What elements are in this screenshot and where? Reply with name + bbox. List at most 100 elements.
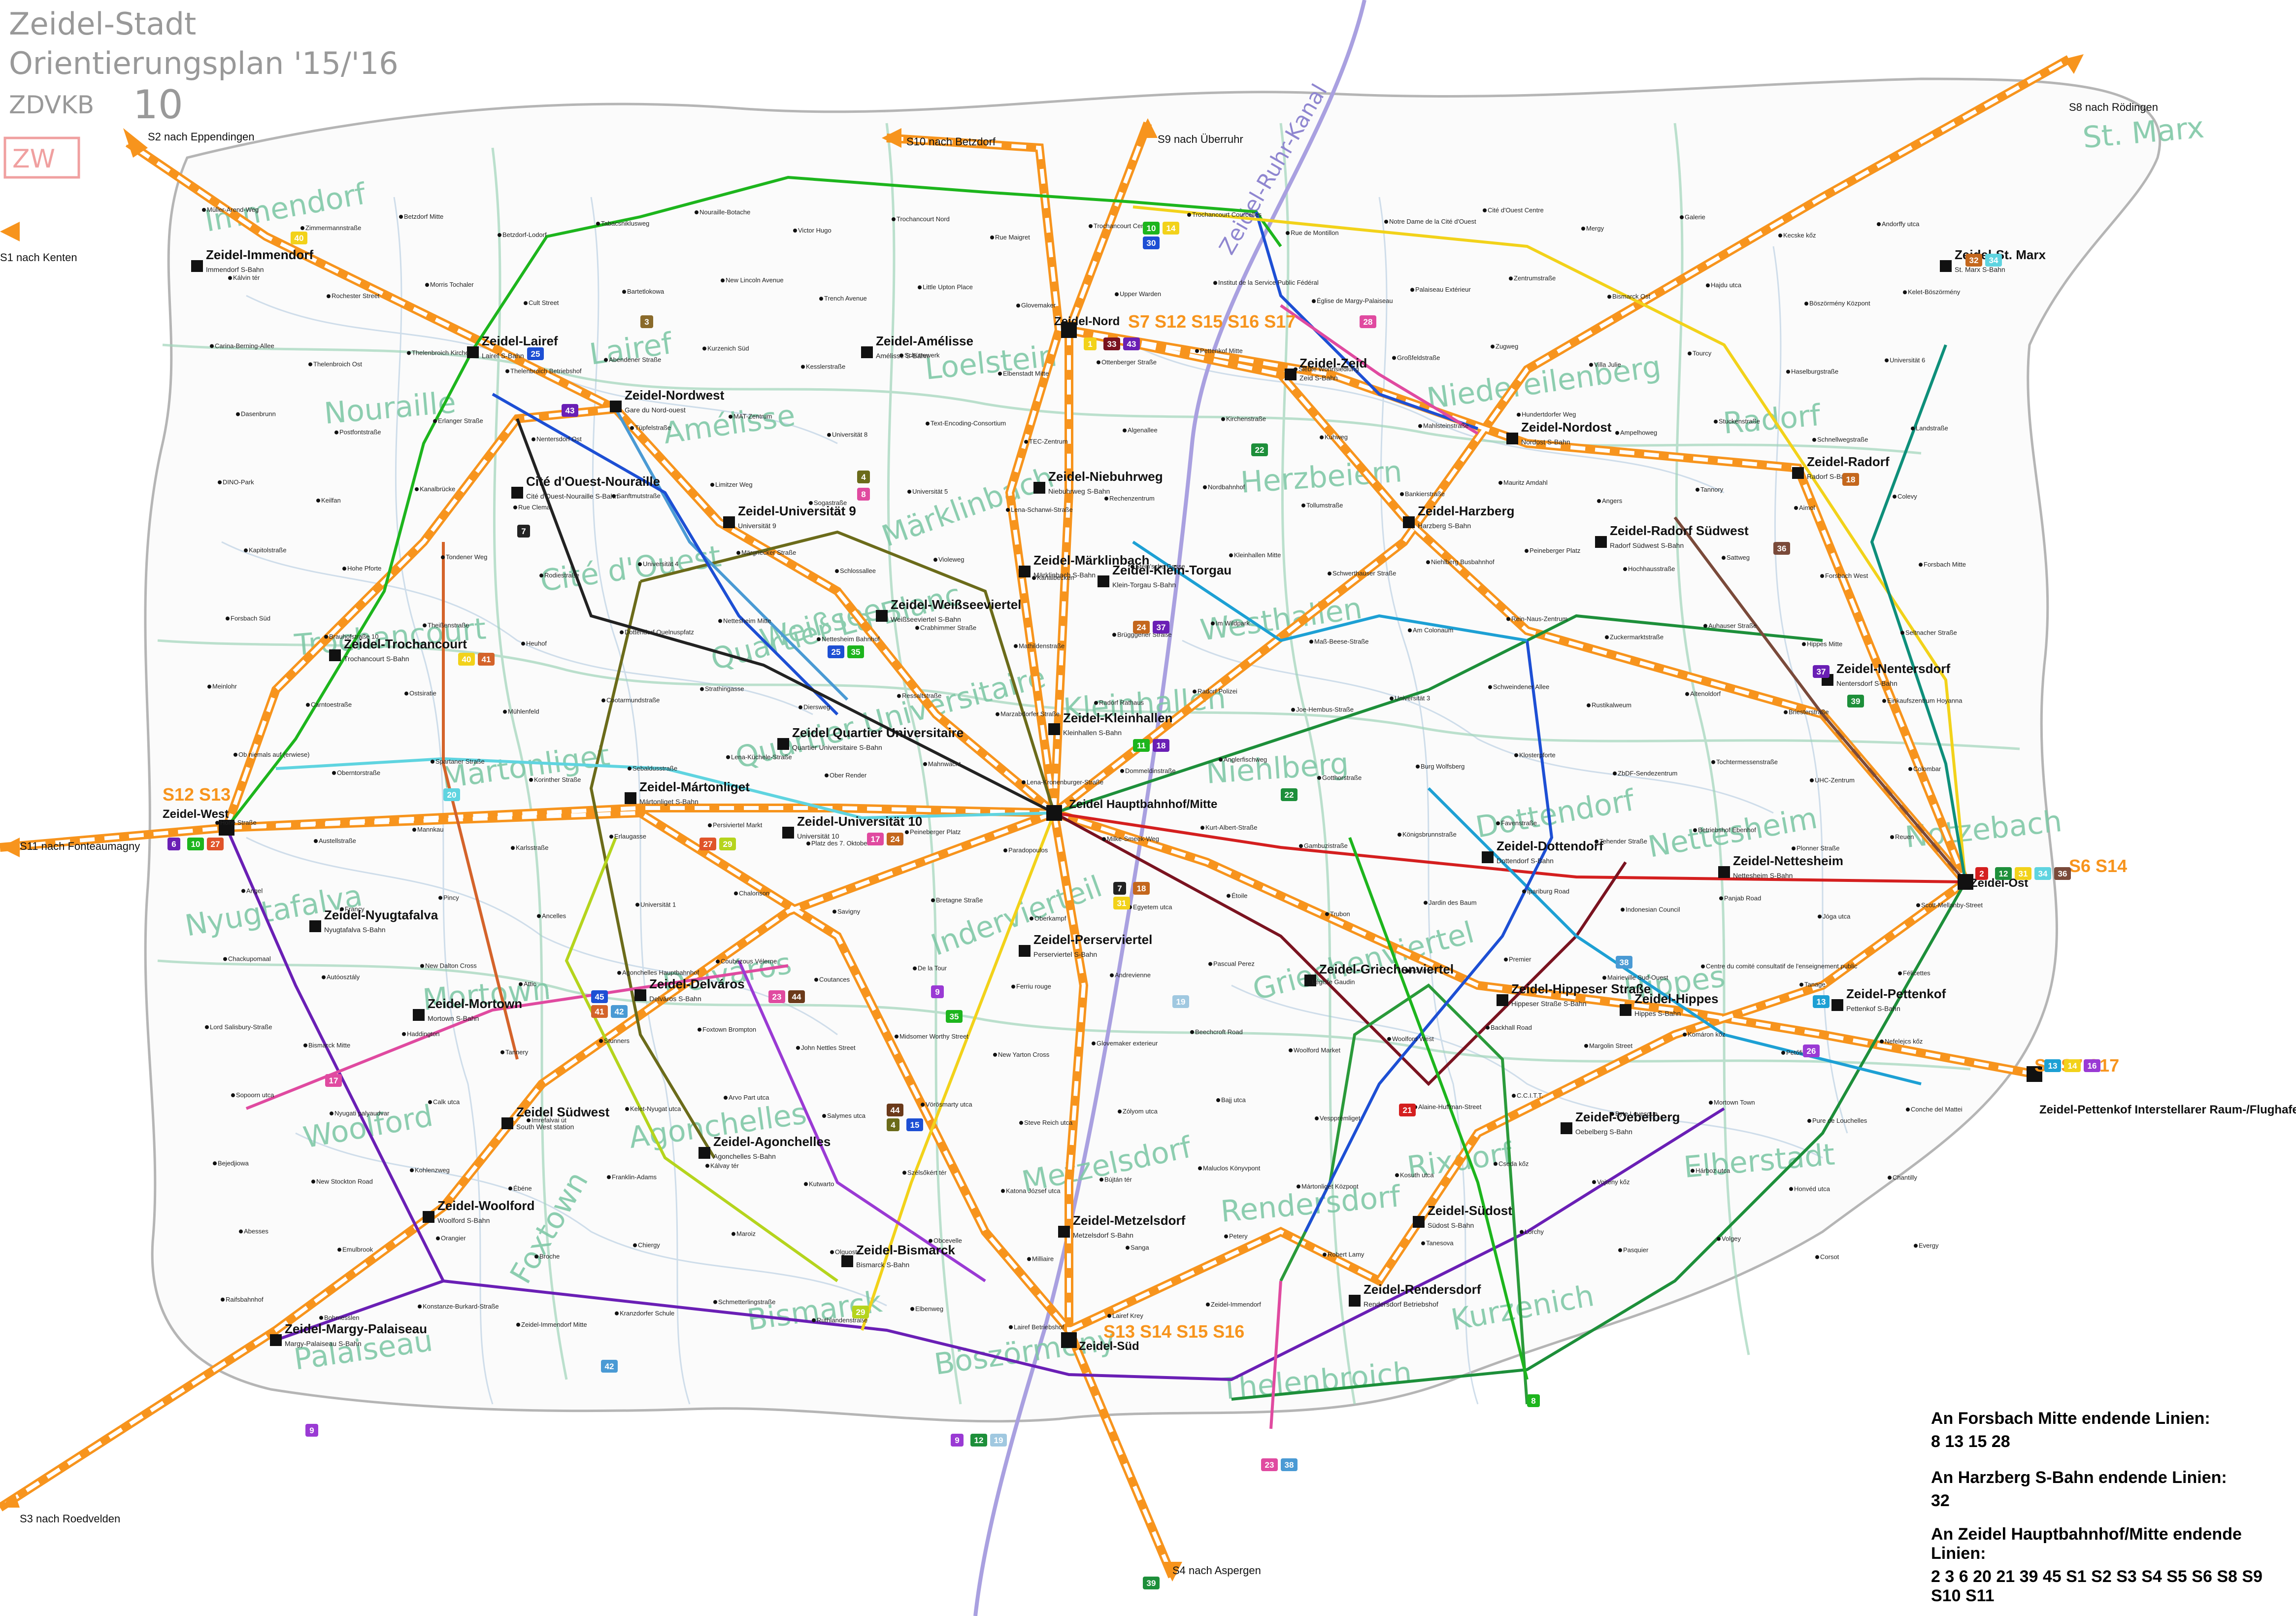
stop-dot: [327, 294, 331, 299]
line-badge: [187, 838, 204, 850]
line-badge: [1133, 739, 1150, 752]
stop-label: Algenallee: [1128, 427, 1158, 434]
stop-dot: [732, 1232, 735, 1236]
stop-dot: [892, 217, 896, 221]
stop-dot: [1131, 565, 1134, 569]
stop-dot: [1522, 889, 1526, 894]
stop-dot: [1328, 572, 1331, 576]
line-badge: [990, 1434, 1007, 1447]
stop-label: Légiste Gaudin: [1312, 978, 1355, 986]
stop-label: Jardin des Baum: [1429, 899, 1477, 906]
line-badge: [1813, 665, 1830, 678]
stop-dot: [342, 567, 346, 571]
stop-label: Siebte Wohnsiedlung: [1298, 365, 1359, 372]
stop-dot: [241, 889, 245, 893]
station-marker: [1482, 851, 1494, 863]
stop-dot: [415, 487, 419, 491]
stop-label: Victor Hugo: [798, 227, 832, 234]
stop-label: Postfontstraße: [339, 429, 381, 436]
line-badge: [527, 347, 544, 360]
line-badge-number: 43: [1127, 339, 1136, 349]
stop-label: Mairieville Sud-Ouest: [1607, 974, 1668, 981]
stop-dot: [622, 290, 626, 294]
stop-dot: [1916, 903, 1920, 908]
stop-dot: [1680, 215, 1684, 219]
line-badge-number: 16: [2088, 1061, 2097, 1071]
stop-label: Centre du comité consultatif de l'enseig…: [1706, 963, 1858, 970]
logo-stamp: [3, 136, 80, 179]
stop-label: Kecske kőz: [1783, 232, 1816, 239]
stop-label: Universität 8: [832, 431, 867, 438]
stop-dot: [433, 419, 437, 423]
line-badge: [946, 1010, 963, 1023]
line-badge-number: 27: [703, 840, 713, 849]
stop-label: Ébéne: [513, 1184, 532, 1192]
stop-dot: [1294, 367, 1298, 371]
stop-label: Trubon: [1330, 910, 1350, 917]
stop-dot: [1400, 492, 1404, 496]
line-badge: [970, 1434, 987, 1447]
stop-label: Vojteny kőz: [1597, 1178, 1630, 1185]
stop-label: TEC-Zentrum: [1029, 438, 1068, 445]
stop-label: Stein'sche Gasse: [1135, 563, 1185, 570]
stop-label: John Nettles Street: [801, 1044, 856, 1051]
stop-dot: [438, 896, 442, 900]
stop-label: Ob niemals auf (erwiese): [238, 751, 310, 758]
line-badge: [1995, 867, 2012, 880]
stop-label: Egyetem utca: [1133, 903, 1172, 910]
stop-label: Attic: [524, 980, 536, 988]
stop-dot: [609, 835, 613, 839]
stop-dot: [334, 430, 338, 435]
station-name: Zeidel-Nordost: [1521, 420, 1612, 435]
stop-dot: [402, 1032, 406, 1036]
station-name: Zeidel-Griechenviertel: [1319, 962, 1454, 976]
stop-label: Backhall Road: [1491, 1024, 1532, 1031]
stop-dot: [1483, 208, 1487, 212]
stop-dot: [337, 1247, 341, 1252]
line-badge-number: 7: [1117, 884, 1122, 893]
line-badge-number: 4: [861, 472, 866, 482]
station-name: Zeidel-Mártonliget: [639, 779, 750, 794]
hub-sbahn-lines: S13 S14 S15 S16: [1103, 1321, 1244, 1342]
station-subtitle: Universität 10: [797, 832, 839, 840]
station-name: Zeidel-Weißseeviertel: [891, 597, 1021, 612]
stop-label: Olguoste: [835, 1248, 861, 1256]
stop-dot: [1919, 563, 1923, 567]
stop-label: Angers: [1602, 497, 1623, 505]
stop-label: Savigny: [837, 908, 861, 915]
stop-dot: [1786, 370, 1790, 374]
logo-number: 10: [133, 82, 183, 128]
line-badge-number: 35: [851, 647, 861, 657]
stop-label: Bismarck Ost: [1612, 293, 1651, 300]
stop-label: Anglerfischweg: [1224, 756, 1267, 763]
station-marker: [777, 738, 789, 750]
line-badge: [906, 1118, 923, 1131]
stop-label: Little Upton Place: [923, 283, 973, 291]
legend-hbf-lines1: 2 3 6 20 21 39 45 S1 S2 S3 S4 S5 S6 S8 S…: [1931, 1567, 2263, 1586]
stop-label: Mahnwacht: [928, 760, 961, 768]
stop-dot: [1307, 980, 1311, 984]
stop-dot: [500, 1050, 504, 1054]
stop-dot: [1224, 1234, 1228, 1239]
stop-dot: [796, 1045, 800, 1050]
stop-label: Forsbach West: [1825, 572, 1868, 579]
stop-dot: [1405, 969, 1409, 973]
line-badge-number: 35: [950, 1012, 959, 1021]
stop-label: Agonchelles Hauptbahnhof: [622, 969, 699, 976]
station-subtitle: Harzberg S-Bahn: [1418, 522, 1471, 530]
station-marker: [861, 346, 873, 358]
stop-label: Kelet-Böszörmény: [1908, 288, 1961, 296]
stop-dot: [1911, 426, 1915, 431]
stop-label: Kapitolstraße: [249, 546, 287, 554]
station-marker: [309, 920, 321, 932]
stop-label: Colevy: [1897, 493, 1917, 500]
stop-dot: [1009, 1325, 1013, 1329]
arrow-s3: [0, 1493, 20, 1508]
station-marker: [1940, 260, 1952, 272]
stop-dot: [1001, 1189, 1005, 1193]
stop-dot: [1794, 505, 1798, 510]
stop-dot: [1906, 1108, 1910, 1112]
station-subtitle: Klein-Torgau S-Bahn: [1112, 581, 1176, 589]
line-badge: [719, 838, 736, 850]
stop-label: Auhauser Straße: [1708, 622, 1757, 629]
